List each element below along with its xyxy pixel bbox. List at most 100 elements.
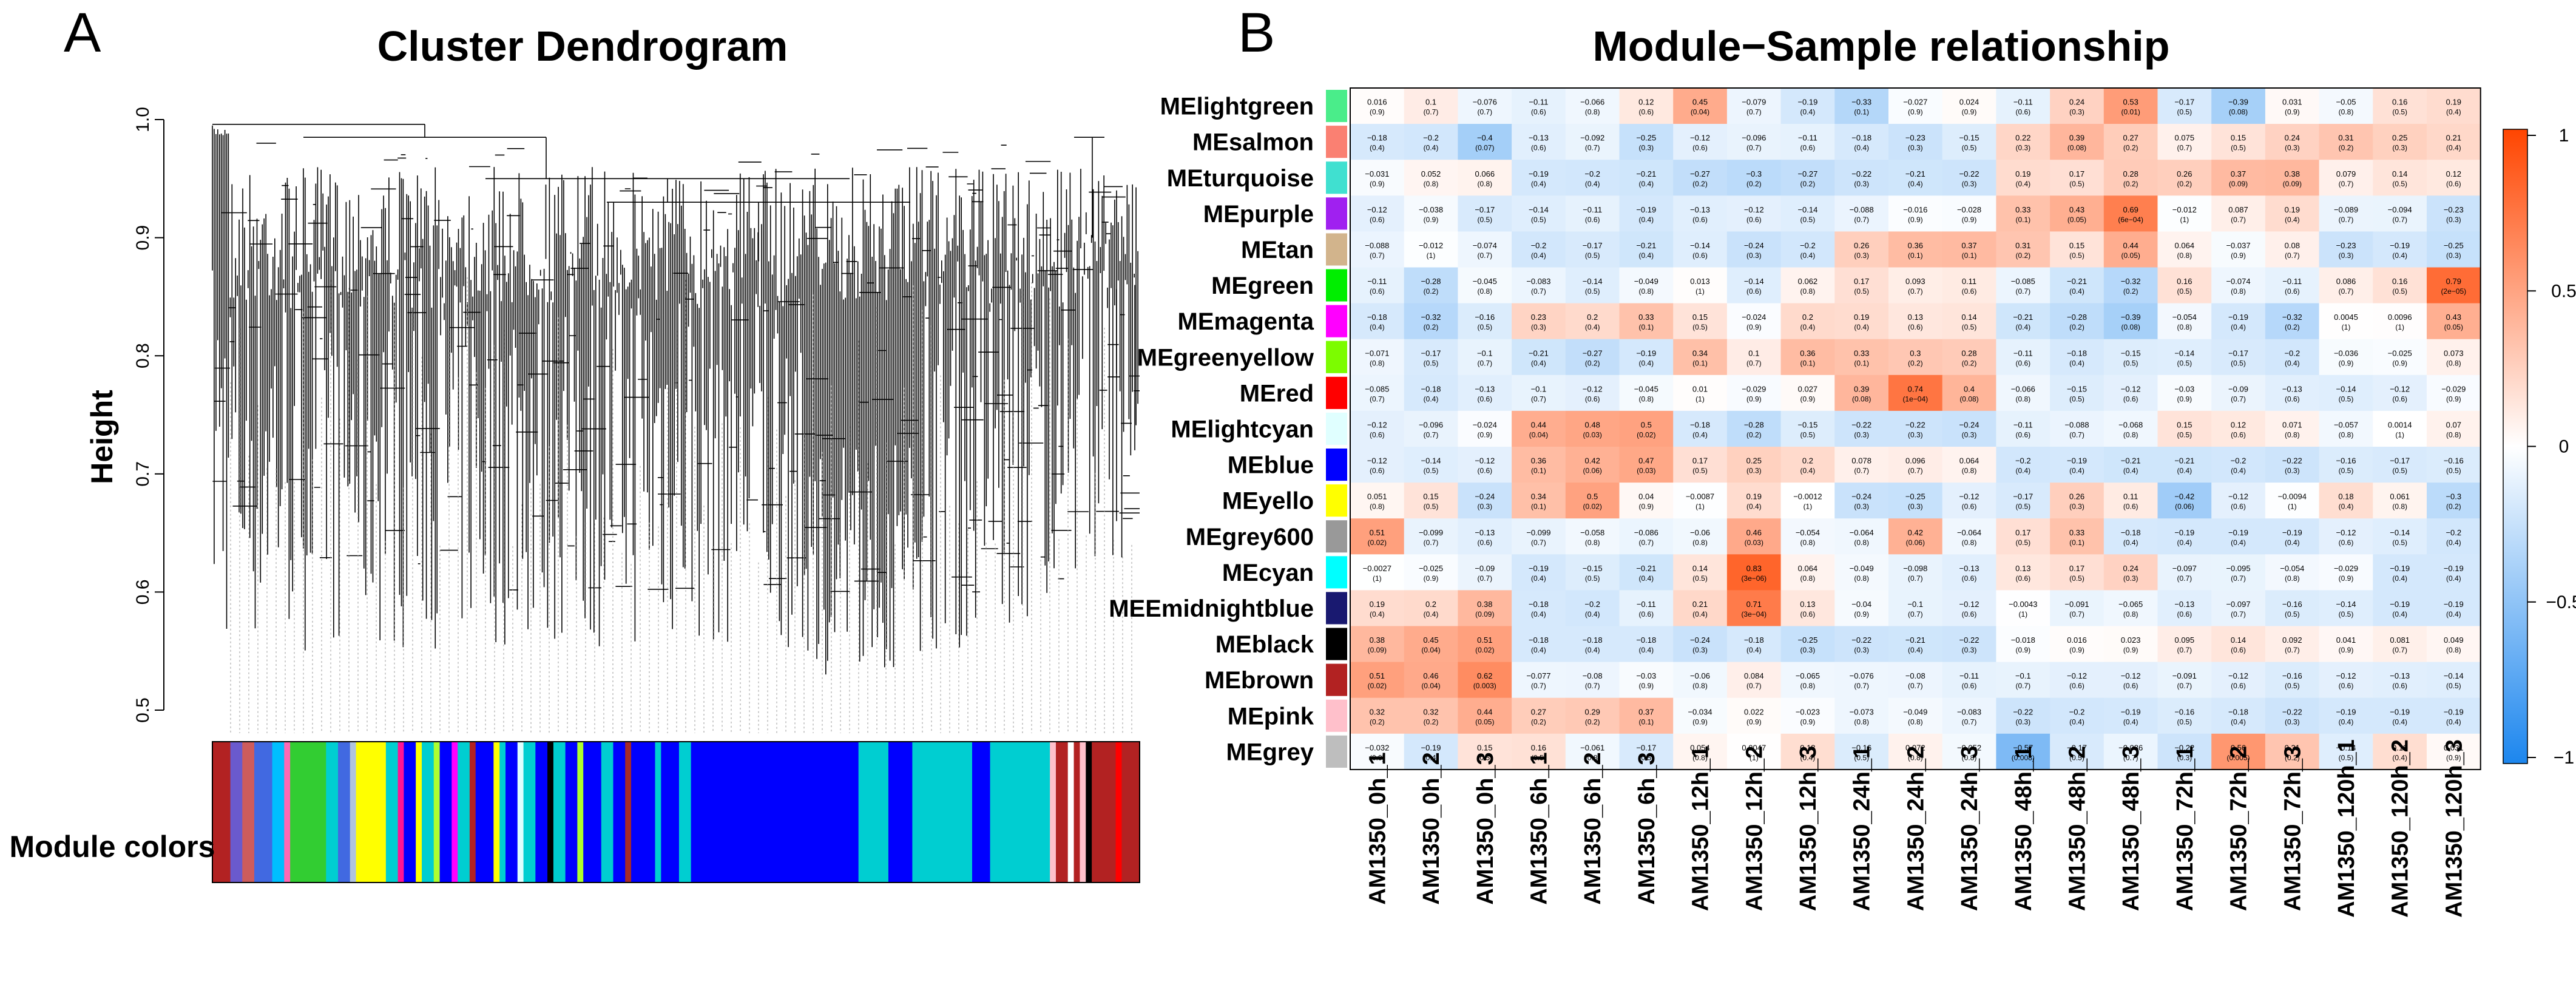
cell-correlation: −0.068 — [2118, 420, 2143, 429]
heatmap-cell — [2103, 554, 2158, 591]
cell-correlation: 0.086 — [2336, 277, 2356, 286]
cell-correlation: −0.0043 — [2009, 600, 2037, 609]
cell-correlation: 0.31 — [2338, 134, 2353, 143]
cell-correlation: 0.031 — [2282, 98, 2302, 107]
cell-correlation: −0.22 — [1851, 420, 1871, 429]
cell-pvalue: (0.3) — [2339, 251, 2354, 260]
cell-correlation: 0.53 — [2123, 98, 2138, 107]
cell-pvalue: (0.4) — [1585, 646, 1600, 654]
cell-pvalue: (0.7) — [1477, 251, 1492, 260]
heatmap-cell — [1834, 374, 1889, 412]
heatmap-cell — [1404, 733, 1458, 770]
heatmap-cell — [1619, 267, 1674, 304]
cell-pvalue: (0.6) — [2339, 682, 2354, 690]
cell-correlation: 0.04 — [1638, 492, 1654, 501]
heatmap-cell — [2103, 339, 2158, 376]
heatmap-cell — [1565, 410, 1620, 447]
heatmap-cell — [2211, 195, 2266, 232]
heatmap-cell — [2427, 410, 2481, 447]
cell-correlation: 0.01 — [1692, 384, 1708, 393]
cell-correlation: 0.62 — [1477, 671, 1492, 680]
cell-pvalue: (0.6) — [1477, 467, 1492, 475]
color-scale-bar — [2503, 129, 2528, 764]
heatmap-cell — [1888, 554, 1943, 591]
heatmap-cell — [1834, 124, 1889, 160]
cell-pvalue: (0.4) — [1908, 646, 1923, 654]
cell-pvalue: (0.4) — [2392, 717, 2407, 726]
module-color-segment — [858, 742, 889, 883]
cell-pvalue: (0.04) — [1421, 646, 1440, 654]
module-color-segment — [350, 742, 357, 883]
heatmap-cell — [2319, 267, 2373, 304]
cell-pvalue: (0.9) — [1424, 574, 1439, 583]
module-color-segment — [1080, 742, 1086, 883]
cell-pvalue: (0.5) — [1638, 753, 1654, 762]
cell-pvalue: (0.06) — [1906, 538, 1925, 547]
cell-pvalue: (0.2) — [2123, 144, 2138, 152]
cell-pvalue: (3e−04) — [1741, 610, 1766, 618]
heatmap-cell — [1996, 733, 2050, 770]
heatmap-cell — [2319, 483, 2373, 519]
cell-correlation: −0.15 — [1959, 134, 1979, 143]
module-color-segment — [631, 742, 655, 883]
heatmap-cell — [1458, 231, 1512, 268]
heatmap-cell — [2050, 267, 2104, 304]
cell-correlation: −0.18 — [2228, 707, 2248, 716]
cell-correlation: −0.16 — [2174, 707, 2194, 716]
dendrogram-leaf-guides — [230, 277, 1132, 733]
cell-correlation: 0.51 — [1370, 528, 1385, 537]
cell-pvalue: (1) — [1804, 503, 1813, 511]
heatmap-cell — [1834, 483, 1889, 519]
cell-correlation: −0.18 — [2121, 528, 2141, 537]
cell-correlation: 0.36 — [1800, 348, 1815, 357]
heatmap-cell — [1404, 267, 1458, 304]
cell-pvalue: (0.5) — [1585, 287, 1600, 296]
cell-correlation: 0.5 — [1587, 492, 1598, 501]
cell-correlation: −0.33 — [1851, 98, 1871, 107]
cell-correlation: −0.19 — [2336, 707, 2356, 716]
cell-pvalue: (0.6) — [2231, 503, 2246, 511]
cell-pvalue: (0.7) — [1477, 359, 1492, 367]
heatmap-cell — [2427, 662, 2481, 699]
cell-correlation: −0.032 — [1365, 743, 1389, 752]
heatmap-cell — [1673, 410, 1728, 447]
heatmap-cell — [1673, 518, 1728, 555]
cell-pvalue: (0.7) — [1746, 682, 1762, 690]
heatmap-cell — [1726, 518, 1782, 555]
module-color-segment — [242, 742, 255, 883]
cell-correlation: −0.029 — [2441, 384, 2466, 393]
module-color-segment — [972, 742, 991, 883]
cell-pvalue: (0.4) — [2015, 180, 2030, 188]
cell-correlation: −0.097 — [2226, 600, 2250, 609]
heatmap-cell — [2319, 124, 2373, 160]
cell-correlation: 0.023 — [2121, 635, 2141, 645]
cell-pvalue: (0.3) — [1908, 430, 1923, 439]
row-label: MEsalmon — [1192, 129, 1314, 156]
cell-correlation: 0.26 — [1854, 241, 1869, 250]
heatmap-cell — [1619, 374, 1674, 412]
module-color-segment — [1055, 742, 1069, 883]
heatmap-cell — [1565, 483, 1620, 519]
heatmap-cell — [2211, 410, 2266, 447]
heatmap-cell — [1942, 483, 1996, 519]
cell-pvalue: (0.5) — [1424, 503, 1439, 511]
cell-correlation: −0.21 — [1529, 348, 1549, 357]
heatmap-cell — [1888, 195, 1943, 232]
heatmap-cell — [1458, 303, 1512, 340]
cell-correlation: −0.12 — [1367, 205, 1387, 214]
cell-correlation: 0.2 — [1802, 313, 1813, 322]
cell-correlation: 0.11 — [1962, 277, 1976, 286]
cell-pvalue: (0.8) — [1800, 574, 1816, 583]
heatmap-cell — [1404, 160, 1458, 196]
cell-pvalue: (0.5) — [1424, 467, 1439, 475]
cell-correlation: −0.11 — [2282, 277, 2302, 286]
cell-pvalue: (0.3) — [1692, 646, 1708, 654]
cell-pvalue: (0.3) — [2015, 717, 2030, 726]
heatmap-cell — [2103, 662, 2158, 699]
cell-correlation: −0.066 — [1580, 98, 1604, 107]
heatmap-cell — [2157, 733, 2212, 770]
cell-pvalue: (0.6) — [1962, 287, 1977, 296]
cell-correlation: −0.19 — [2121, 707, 2141, 716]
cell-correlation: −0.073 — [1850, 707, 1874, 716]
cell-correlation: −0.037 — [2226, 241, 2250, 250]
